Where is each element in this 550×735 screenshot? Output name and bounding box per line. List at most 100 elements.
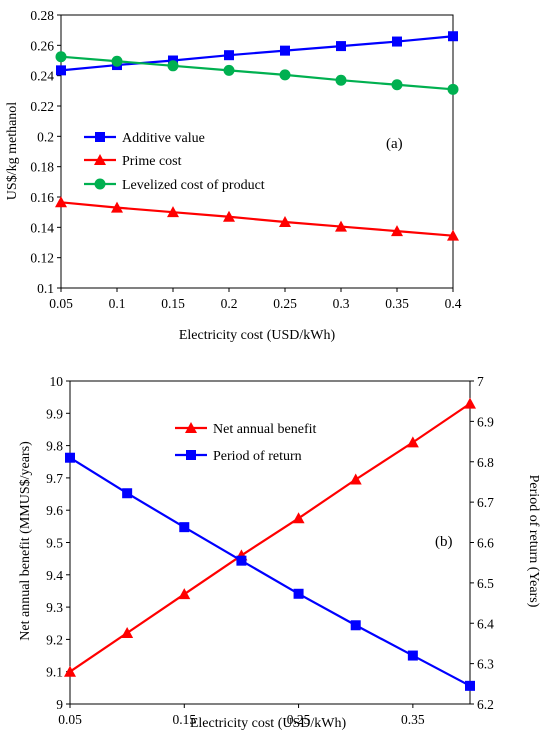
chart-a-panel-label: (a) (386, 136, 403, 152)
legend-marker (94, 154, 106, 165)
data-point-0 (406, 436, 419, 448)
y-tick-label: 9.2 (46, 632, 63, 647)
chart-a-y-axis-label: US$/kg methanol (5, 102, 20, 200)
chart-a-series (55, 31, 459, 241)
x-tick-label: 0.1 (109, 296, 126, 311)
chart-b-panel-label: (b) (435, 534, 453, 550)
chart-a-plot-area (60, 14, 454, 289)
y-tick-label: 9.8 (46, 439, 63, 454)
data-point-2 (279, 69, 291, 81)
data-point-1 (335, 220, 347, 232)
chart-b-x-axis: 0.05 0.15 0.25 0.35 (58, 704, 425, 727)
y-tick-label: 0.26 (30, 38, 54, 53)
legend-label: Period of return (213, 449, 302, 464)
chart-b-series (64, 397, 476, 691)
x-tick-label: 0.25 (273, 296, 297, 311)
data-point-2 (391, 79, 403, 91)
y-tick-label: 0.1 (37, 281, 54, 296)
data-point-2 (223, 64, 235, 76)
x-tick-label: 0.35 (401, 712, 425, 727)
data-point-1 (279, 216, 291, 228)
data-point-1 (236, 555, 247, 566)
data-point-1 (65, 452, 75, 463)
x-tick-label: 0.05 (49, 296, 73, 311)
legend-label: Net annual benefit (213, 422, 317, 437)
chart-b-right-y-axis-label: Period of return (Years) (526, 475, 541, 608)
chart-b-legend: Net annual benefit Period of return (175, 422, 317, 464)
y-tick-label: 6.6 (477, 536, 494, 551)
y-tick-label: 10 (50, 374, 64, 389)
x-tick-label: 0.05 (58, 712, 82, 727)
y-tick-label: 7 (477, 374, 484, 389)
data-point-1 (391, 225, 403, 237)
x-tick-label: 0.3 (333, 296, 350, 311)
chart-b: 9 9.1 9.2 9.3 9.4 9.5 9.6 9.7 9.8 9.9 10 6.2 6.3 6.4… (18, 374, 541, 731)
y-tick-label: 9.4 (46, 568, 63, 583)
legend-label: Additive value (122, 131, 205, 146)
data-point-1 (167, 206, 179, 218)
series-line-1 (60, 201, 454, 237)
y-tick-label: 6.5 (477, 576, 494, 591)
chart-b-right-y-axis: 6.2 6.3 6.4 6.5 6.6 6.7 6.8 6.9 7 (470, 374, 494, 712)
data-point-0 (336, 41, 346, 52)
data-point-0 (178, 588, 191, 600)
data-point-1 (122, 488, 133, 499)
chart-a: 0.1 0.12 0.14 0.16 0.18 0.2 0.22 0.24 0.26 0.28 0… (5, 8, 462, 343)
data-point-0 (448, 31, 458, 42)
chart-a-x-axis: 0.05 0.1 0.15 0.2 0.25 0.3 0.35 0.4 (49, 288, 462, 311)
data-point-0 (224, 50, 234, 61)
y-tick-label: 9.9 (46, 406, 63, 421)
data-point-1 (179, 522, 190, 533)
data-point-1 (293, 588, 304, 599)
y-tick-label: 0.24 (30, 69, 54, 84)
x-tick-label: 0.15 (161, 296, 185, 311)
chart-a-legend: Additive value Prime cost Levelized cost o… (84, 131, 265, 193)
data-point-0 (392, 36, 402, 47)
data-point-0 (292, 512, 305, 524)
y-tick-label: 9.6 (46, 503, 63, 518)
chart-a-y-axis: 0.1 0.12 0.14 0.16 0.18 0.2 0.22 0.24 0.26 0.28 (30, 8, 61, 296)
y-tick-label: 6.2 (477, 697, 494, 712)
legend-marker (186, 450, 196, 460)
data-point-0 (56, 65, 66, 76)
data-point-2 (335, 74, 347, 86)
y-tick-label: 0.16 (30, 190, 54, 205)
y-tick-label: 6.7 (477, 495, 494, 510)
x-tick-label: 0.25 (287, 712, 311, 727)
data-point-2 (167, 60, 179, 72)
data-point-2 (111, 55, 123, 67)
chart-a-x-axis-label: Electricity cost (USD/kWh) (179, 328, 336, 343)
data-point-1 (55, 196, 67, 208)
legend-label: Levelized cost of product (122, 178, 265, 193)
y-tick-label: 9.3 (46, 600, 63, 615)
series-line-0 (69, 402, 471, 673)
data-point-1 (465, 680, 475, 691)
y-tick-label: 9.5 (46, 536, 63, 551)
legend-label: Prime cost (122, 154, 182, 169)
data-point-1 (407, 650, 418, 661)
data-point-0 (64, 665, 76, 677)
x-tick-label: 0.35 (385, 296, 409, 311)
y-tick-label: 0.2 (37, 129, 54, 144)
data-point-1 (111, 201, 123, 213)
y-tick-label: 9.7 (46, 471, 63, 486)
series-line-0 (60, 35, 454, 72)
data-point-0 (349, 473, 362, 485)
y-tick-label: 0.12 (30, 251, 54, 266)
y-tick-label: 0.14 (30, 220, 54, 235)
data-point-0 (121, 626, 134, 638)
y-tick-label: 0.22 (30, 99, 54, 114)
series-line-2 (60, 55, 454, 91)
data-point-1 (223, 210, 235, 222)
legend-marker (95, 132, 105, 142)
chart-b-left-y-axis-label: Net annual benefit (MMUS$/years) (18, 441, 33, 641)
y-tick-label: 9 (56, 697, 63, 712)
x-tick-label: 0.2 (221, 296, 238, 311)
data-point-0 (280, 45, 290, 56)
y-tick-label: 9.1 (46, 665, 63, 680)
y-tick-label: 0.28 (30, 8, 54, 23)
y-tick-label: 0.18 (30, 160, 54, 175)
y-tick-label: 6.9 (477, 414, 494, 429)
y-tick-label: 6.3 (477, 657, 494, 672)
